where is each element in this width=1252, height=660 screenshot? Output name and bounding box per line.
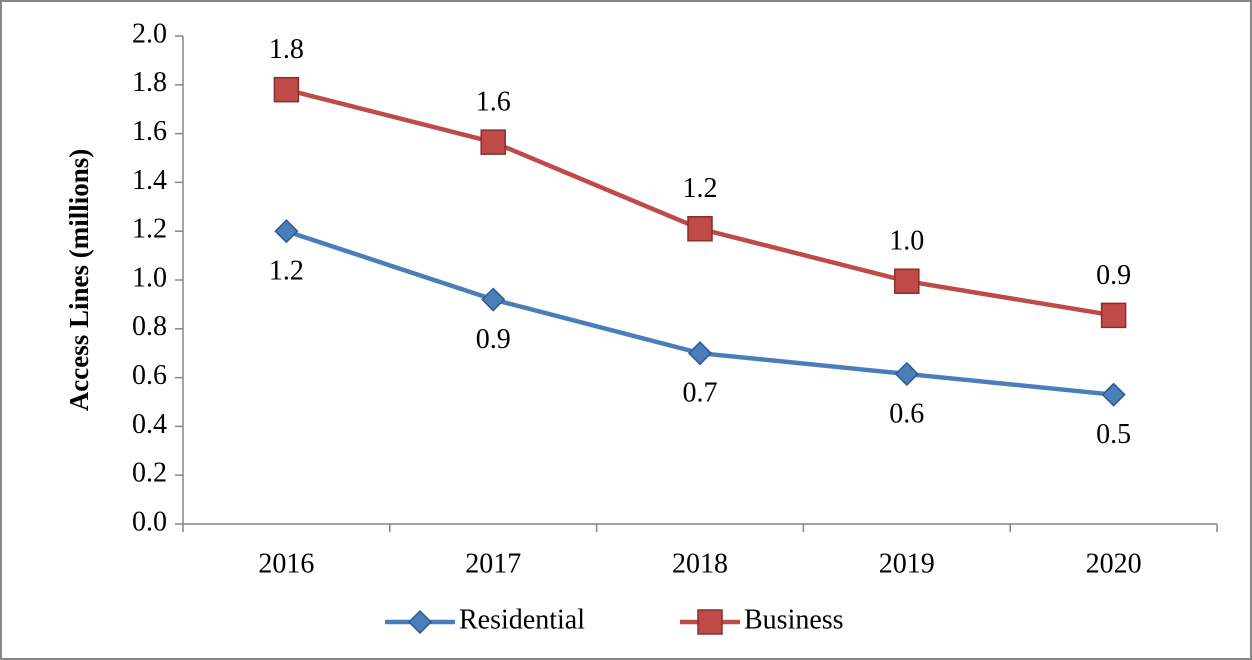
y-tick-label: 0.2 xyxy=(132,458,167,489)
y-tick-label: 2.0 xyxy=(132,18,167,49)
point xyxy=(894,268,920,294)
point xyxy=(687,216,713,242)
data-label: 1.2 xyxy=(269,256,304,287)
point xyxy=(480,129,506,155)
y-tick-label: 1.8 xyxy=(132,67,167,98)
data-label: 0.5 xyxy=(1096,419,1131,450)
y-tick-label: 1.4 xyxy=(132,165,167,196)
point xyxy=(687,341,713,366)
y-tick-label: 0.0 xyxy=(132,506,167,537)
data-label: 0.6 xyxy=(889,398,924,429)
legend-marker xyxy=(407,609,433,635)
legend-label: Business xyxy=(744,604,844,635)
y-tick-label: 1.2 xyxy=(132,214,167,245)
x-tick-label: 2017 xyxy=(465,548,521,579)
data-label: 1.8 xyxy=(269,34,304,65)
x-tick-label: 2016 xyxy=(258,548,314,579)
point xyxy=(274,219,299,244)
x-tick-label: 2018 xyxy=(672,548,728,579)
data-label: 1.2 xyxy=(683,173,718,204)
y-tick-label: 1.6 xyxy=(132,116,167,147)
point xyxy=(894,361,919,387)
legend-label: Residential xyxy=(459,604,585,635)
legend-marker xyxy=(697,609,723,635)
y-tick-label: 0.8 xyxy=(132,311,167,342)
y-tick-label: 0.4 xyxy=(132,409,167,440)
data-label: 1.0 xyxy=(889,226,924,257)
x-tick-label: 2019 xyxy=(879,548,935,579)
data-label: 0.9 xyxy=(476,324,511,355)
y-tick-label: 0.6 xyxy=(132,360,167,391)
data-label: 0.7 xyxy=(683,378,718,409)
data-label: 0.9 xyxy=(1096,260,1131,291)
y-tick-label: 1.0 xyxy=(132,262,167,293)
data-label: 1.6 xyxy=(476,87,511,118)
y-axis-label: Access Lines (millions) xyxy=(64,149,94,412)
point xyxy=(481,287,506,312)
point xyxy=(273,76,300,103)
point xyxy=(1100,302,1127,329)
x-tick-label: 2020 xyxy=(1086,548,1142,579)
point xyxy=(1101,382,1126,407)
